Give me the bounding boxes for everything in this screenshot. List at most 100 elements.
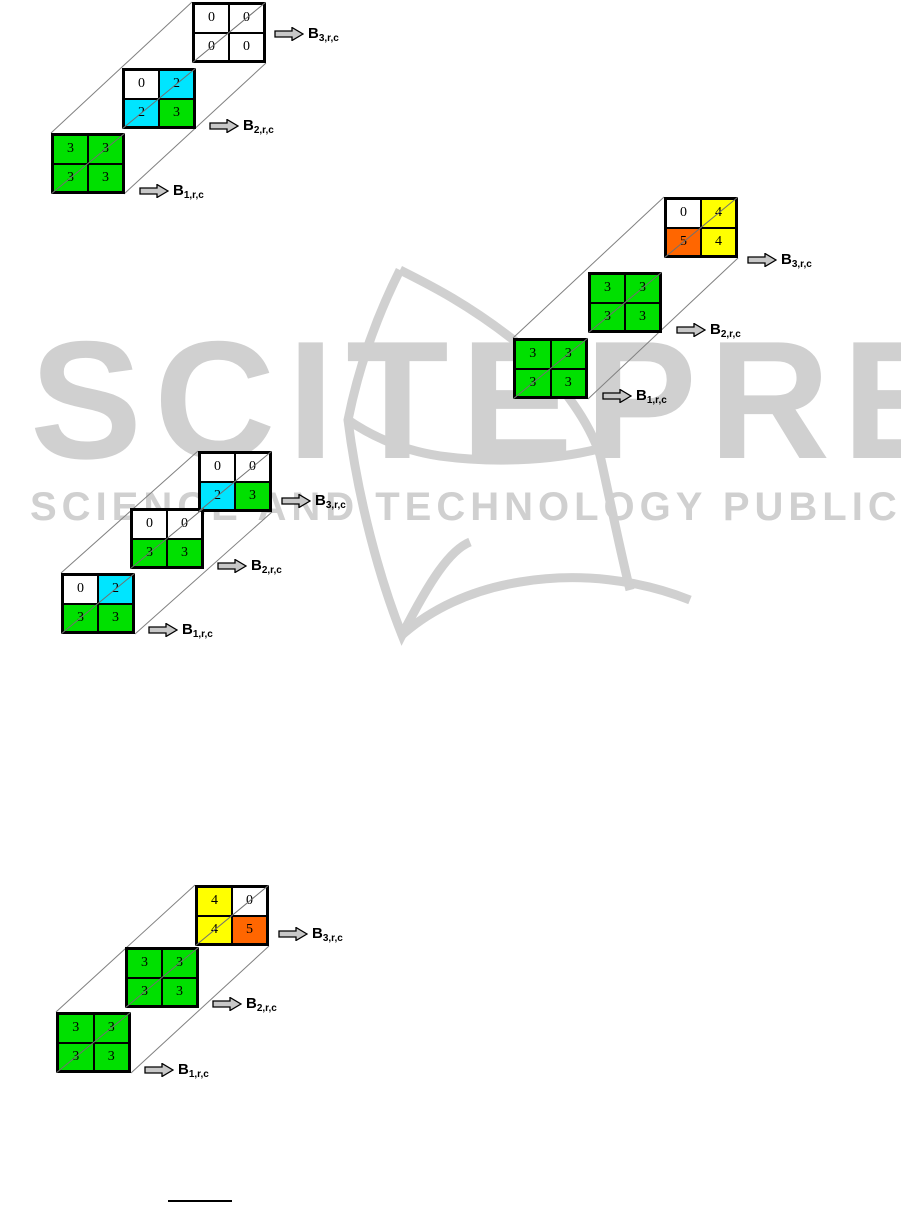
double-arrow-right-icon — [281, 493, 311, 508]
matrix-cell: 3 — [132, 538, 167, 567]
block-output-label-3: B3,r,c — [747, 251, 812, 270]
double-arrow-right-icon — [148, 622, 178, 637]
matrix-block: 3 3 3 3 — [56, 1012, 131, 1073]
block-label-subscript: 3,r,c — [325, 500, 346, 511]
matrix-cell: 0 — [124, 70, 159, 99]
block-label-text: B1,r,c — [182, 621, 213, 640]
block-label-text: B2,r,c — [251, 557, 282, 576]
matrix-cell: 3 — [93, 1014, 129, 1043]
block-label-text: B1,r,c — [636, 387, 667, 406]
block-label-subscript: 1,r,c — [192, 629, 213, 640]
matrix-cell-value: 5 — [246, 921, 253, 937]
matrix-block: 0 2 2 3 — [122, 68, 196, 129]
matrix-cell: 3 — [58, 1042, 94, 1071]
matrix-cell-value: 2 — [138, 104, 145, 120]
matrix-block: 0 0 0 0 — [192, 2, 266, 63]
block-label-text: B1,r,c — [178, 1061, 209, 1080]
block-output-label-1: B1,r,c — [144, 1061, 209, 1080]
matrix-cell: 0 — [666, 199, 701, 228]
block-label-base: B — [243, 117, 254, 134]
matrix-cell: 3 — [63, 603, 98, 632]
matrix-cell-value: 3 — [604, 308, 611, 324]
matrix-cell-value: 3 — [77, 609, 84, 625]
matrix-cell-value: 0 — [208, 38, 215, 54]
matrix-cell: 2 — [124, 98, 159, 127]
matrix-cell: 3 — [159, 98, 194, 127]
double-arrow-right-icon — [274, 26, 304, 41]
matrix-cell: 3 — [53, 163, 88, 192]
block-label-base: B — [781, 251, 792, 268]
block-label-subscript: 2,r,c — [256, 1003, 277, 1014]
block-output-label-3: B3,r,c — [274, 25, 339, 44]
matrix-cell-value: 3 — [72, 1048, 80, 1064]
matrix-cell: 3 — [162, 949, 197, 978]
matrix-cell-value: 3 — [112, 609, 119, 625]
matrix-cell-value: 4 — [715, 233, 722, 249]
matrix-cell: 5 — [232, 915, 267, 944]
matrix-cell-value: 3 — [67, 169, 74, 185]
matrix-cell: 3 — [58, 1014, 94, 1043]
matrix-cell-value: 3 — [181, 544, 188, 560]
matrix-cell: 3 — [53, 135, 88, 164]
matrix-cell-value: 0 — [246, 893, 253, 909]
block-label-base: B — [251, 557, 262, 574]
block-label-subscript: 1,r,c — [183, 190, 204, 201]
matrix-cell: 2 — [159, 70, 194, 99]
matrix-cell-value: 3 — [564, 346, 572, 362]
block-output-label-1: B1,r,c — [602, 387, 667, 406]
matrix-cell-value: 3 — [72, 1020, 80, 1036]
matrix-cell: 3 — [127, 949, 162, 978]
matrix-cell-value: 0 — [181, 516, 188, 532]
matrix-cell: 0 — [194, 32, 229, 61]
matrix-cell-value: 0 — [680, 205, 687, 221]
matrix-cell: 3 — [88, 135, 123, 164]
matrix-cell-value: 3 — [107, 1048, 115, 1064]
matrix-cell-value: 3 — [564, 374, 572, 390]
block-label-text: B3,r,c — [315, 492, 346, 511]
matrix-cell: 3 — [127, 977, 162, 1006]
double-arrow-right-icon — [144, 1062, 174, 1077]
block-label-base: B — [315, 492, 326, 509]
matrix-cell: 0 — [232, 887, 267, 916]
matrix-cell: 3 — [625, 274, 660, 303]
block-label-subscript: 2,r,c — [261, 565, 282, 576]
matrix-cell: 3 — [550, 368, 586, 397]
matrix-cell: 0 — [200, 453, 235, 482]
matrix-cell: 3 — [88, 163, 123, 192]
matrix-cell: 3 — [162, 977, 197, 1006]
block-output-label-3: B3,r,c — [278, 925, 343, 944]
block-label-base: B — [636, 387, 647, 404]
block-output-label-1: B1,r,c — [148, 621, 213, 640]
matrix-cell-value: 5 — [680, 233, 687, 249]
block-label-subscript: 1,r,c — [188, 1069, 209, 1080]
matrix-cell-value: 2 — [112, 581, 119, 597]
block-label-subscript: 3,r,c — [791, 259, 812, 270]
block-label-base: B — [173, 182, 184, 199]
matrix-cell-value: 3 — [67, 141, 74, 157]
matrix-cell: 3 — [515, 368, 551, 397]
block-label-text: B3,r,c — [781, 251, 812, 270]
matrix-cell: 2 — [98, 575, 133, 604]
matrix-cell: 2 — [200, 481, 235, 510]
block-label-text: B2,r,c — [710, 321, 741, 340]
matrix-cell-value: 3 — [529, 374, 537, 390]
matrix-cell-value: 3 — [249, 487, 256, 503]
matrix-block: 4 0 4 5 — [195, 885, 269, 946]
matrix-cell-value: 0 — [243, 38, 250, 54]
footnote-separator-rule — [168, 1200, 232, 1202]
double-arrow-right-icon — [209, 118, 239, 133]
matrix-cell: 3 — [235, 481, 270, 510]
block-label-subscript: 1,r,c — [646, 395, 667, 406]
matrix-cell: 0 — [194, 4, 229, 33]
matrix-cell-value: 3 — [141, 955, 148, 971]
matrix-block: 3 3 3 3 — [125, 947, 199, 1008]
block-label-base: B — [246, 995, 257, 1012]
double-arrow-right-icon — [747, 252, 777, 267]
matrix-cell: 4 — [197, 915, 232, 944]
block-label-subscript: 3,r,c — [318, 33, 339, 44]
matrix-block: 0 2 3 3 — [61, 573, 135, 634]
matrix-block: 3 3 3 3 — [51, 133, 125, 194]
matrix-cell-value: 3 — [176, 983, 183, 999]
block-label-base: B — [178, 1061, 189, 1078]
matrix-cell-value: 0 — [138, 76, 145, 92]
